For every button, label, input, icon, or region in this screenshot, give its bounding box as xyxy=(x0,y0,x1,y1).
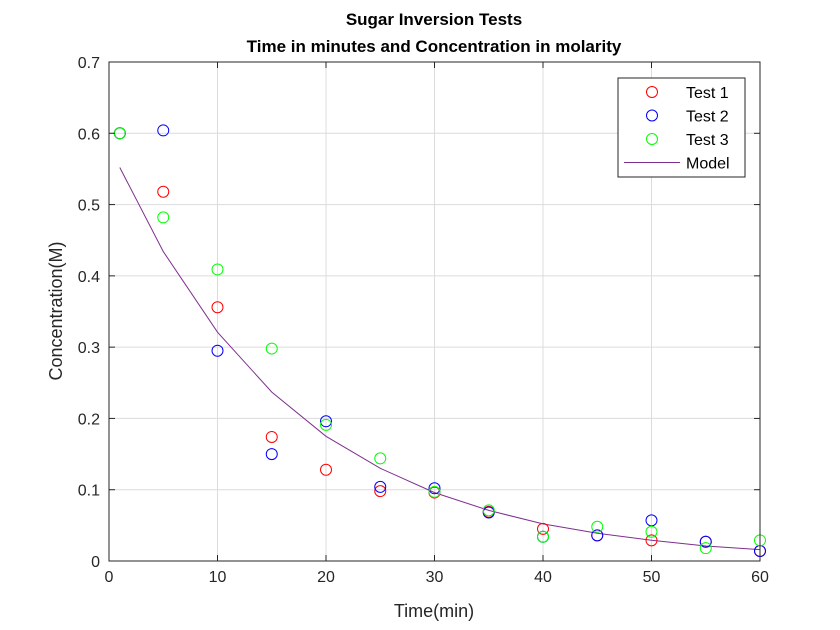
test1-marker xyxy=(265,430,278,443)
y-tick-label: 0.5 xyxy=(78,198,100,215)
test1-marker xyxy=(157,185,170,198)
test1-marker xyxy=(211,301,224,314)
legend-label: Model xyxy=(686,156,730,173)
x-tick-label: 0 xyxy=(105,569,114,586)
x-tick-label: 60 xyxy=(751,569,769,586)
model-series-line xyxy=(119,167,761,551)
y-tick-label: 0.1 xyxy=(78,483,100,500)
test3-marker xyxy=(265,342,278,355)
test1-marker xyxy=(645,534,658,547)
test3-marker xyxy=(320,418,332,431)
chart-subtitle: Time in minutes and Concentration in mol… xyxy=(247,37,622,56)
legend-label: Test 3 xyxy=(686,132,729,149)
x-axis-label: Time(min) xyxy=(394,601,474,621)
y-tick-label: 0.7 xyxy=(78,55,100,72)
test3-marker xyxy=(537,530,549,543)
y-tick-label: 0.3 xyxy=(78,340,100,357)
test3-marker xyxy=(157,211,170,224)
legend-marker-swatch xyxy=(646,109,658,122)
test3-marker xyxy=(645,525,658,538)
legend-box xyxy=(617,77,746,178)
test2-marker xyxy=(265,448,278,461)
legend-marker-swatch xyxy=(646,86,658,98)
chart-title: Sugar Inversion Tests xyxy=(346,10,522,29)
y-tick-label: 0.4 xyxy=(78,269,100,286)
x-tick-label: 10 xyxy=(209,569,227,586)
test2-marker xyxy=(374,480,387,493)
test3-marker xyxy=(374,452,387,465)
test1-marker xyxy=(374,485,387,498)
test3-marker xyxy=(428,485,441,498)
legend-label: Test 1 xyxy=(686,85,729,102)
axis-ticks: 0 10 20 30 40 50 60 0 0.1 0.2 0.3 0.4 0.5 0.6 0.7 xyxy=(78,55,769,586)
y-tick-label: 0.6 xyxy=(78,126,100,143)
x-tick-label: 40 xyxy=(534,569,552,586)
test2-marker xyxy=(157,124,170,137)
test2-marker xyxy=(699,535,712,548)
test2-marker xyxy=(211,344,224,357)
legend-label: Test 2 xyxy=(686,109,729,126)
x-tick-label: 20 xyxy=(317,569,335,586)
y-axis-label: Concentration(M) xyxy=(46,241,66,380)
model-line-layer xyxy=(119,167,761,551)
test2-marker xyxy=(428,482,441,495)
x-tick-label: 50 xyxy=(643,569,661,586)
test2-marker xyxy=(591,529,604,542)
legend-marker-swatch xyxy=(646,133,658,145)
test2-marker xyxy=(320,415,332,428)
test3-marker xyxy=(699,542,712,555)
y-tick-label: 0 xyxy=(91,554,100,571)
test1-marker xyxy=(320,463,332,476)
test3-marker xyxy=(211,263,224,276)
test1-marker xyxy=(537,522,549,535)
x-tick-label: 30 xyxy=(426,569,444,586)
legend: Test 1 Test 2 Test 3 Model xyxy=(617,77,746,178)
y-tick-label: 0.2 xyxy=(78,411,100,428)
test3-marker xyxy=(482,504,495,517)
test3-marker xyxy=(591,520,604,533)
